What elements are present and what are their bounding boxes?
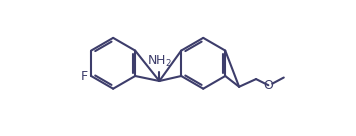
Text: NH$_2$: NH$_2$ [147, 54, 172, 69]
Text: F: F [81, 70, 88, 83]
Text: O: O [263, 79, 273, 92]
